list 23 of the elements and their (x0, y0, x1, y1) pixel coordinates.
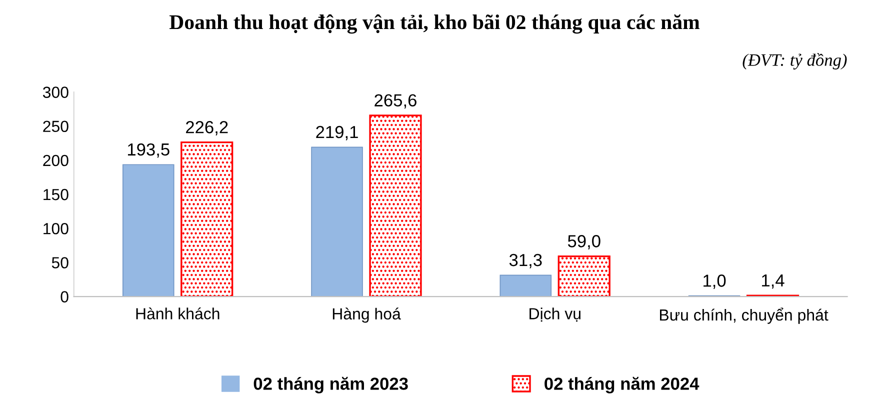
data-label: 1,0 (704, 274, 726, 289)
legend-label: 02 tháng năm 2023 (254, 376, 408, 394)
legend-label: 02 tháng năm 2024 (544, 376, 700, 394)
y-tick-label: 100 (44, 222, 68, 234)
x-tick-label: Dịch vụ (530, 308, 580, 322)
y-tick-label: 200 (43, 154, 68, 166)
y-tick-label: 250 (43, 120, 68, 132)
data-label: 219,1 (316, 126, 358, 140)
x-tick-label: Bưu chính, chuyển phát (660, 308, 828, 324)
data-label: 226,2 (186, 121, 228, 136)
data-label: 59,0 (568, 235, 600, 250)
y-tick-label: 300 (42, 86, 68, 98)
data-label: 1,4 (762, 274, 784, 289)
y-tick-label: 50 (52, 257, 68, 268)
x-tick-label: Hành khách (136, 307, 220, 320)
chart-subtitle: (ĐVT: tỷ đồng) (742, 53, 847, 70)
x-tick-label: Hàng hoá (332, 308, 401, 323)
data-label: 193,5 (128, 143, 170, 158)
y-tick-label: 0 (60, 291, 68, 302)
data-label: 31,3 (509, 254, 542, 268)
chart-title: Doanh thu hoạt động vận tải, kho bãi 02 tháng qua các năm (169, 14, 700, 34)
y-tick-label: 150 (44, 188, 68, 200)
data-label: 265,6 (374, 94, 416, 109)
